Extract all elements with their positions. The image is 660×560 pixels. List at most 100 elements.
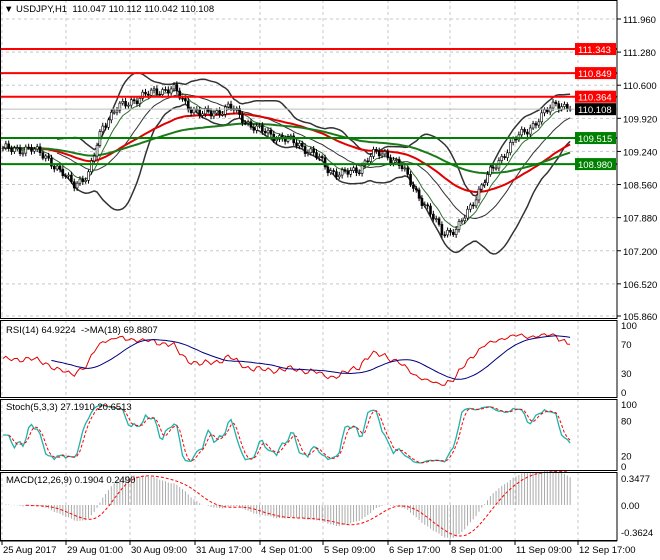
price-tick-label: 109.240 (623, 147, 657, 158)
candle (110, 112, 113, 121)
candle (412, 184, 415, 189)
candle (58, 165, 62, 170)
candle (84, 180, 87, 182)
candle (1, 147, 5, 150)
candle (149, 89, 153, 96)
candle (466, 208, 469, 219)
candle (161, 89, 164, 95)
candle (491, 166, 495, 169)
candle (61, 168, 65, 176)
candle (204, 108, 207, 115)
candle (543, 109, 546, 114)
candle (500, 156, 504, 161)
candle (292, 135, 296, 144)
collapse-triangle-icon[interactable]: ▼ (4, 4, 17, 15)
candle (337, 174, 341, 178)
candle (27, 146, 30, 149)
candle (437, 218, 441, 225)
level-price-tag (575, 90, 616, 103)
candle (340, 169, 344, 176)
candle (64, 175, 67, 177)
candle (406, 167, 410, 175)
candle (95, 145, 99, 157)
time-tick-label: 12 Sep 17:00 (579, 545, 636, 556)
candle (483, 182, 486, 186)
candle (258, 125, 261, 127)
candle (212, 112, 216, 117)
candle (506, 152, 509, 158)
panel-frame (0, 0, 618, 319)
candle (380, 153, 384, 157)
candle (329, 170, 333, 174)
level-price-label: 110.849 (578, 69, 612, 80)
candle (286, 136, 290, 142)
symbol-label: USDJPY,H1 (16, 4, 68, 15)
rsi-axis-label: 30 (621, 369, 632, 380)
candle (283, 138, 287, 142)
candle (246, 121, 250, 124)
candle (90, 160, 93, 173)
price-tick-label: 108.560 (623, 181, 657, 192)
candle (537, 121, 541, 126)
candle (440, 224, 444, 236)
candle (275, 138, 278, 142)
candle (460, 220, 464, 223)
candle (241, 114, 244, 124)
current-price-label: 110.108 (578, 105, 612, 116)
candle (144, 91, 147, 95)
stoch-axis-label: 80 (621, 417, 632, 428)
candle (4, 143, 8, 149)
candle (147, 93, 150, 96)
candle (75, 182, 79, 189)
candle (155, 88, 159, 95)
candle (414, 188, 418, 191)
candle (446, 230, 449, 236)
price-tick-label: 109.920 (623, 114, 657, 125)
macd-axis-label: 0.3477 (621, 474, 650, 485)
candle (320, 156, 324, 159)
level-price-tag (575, 132, 616, 145)
candle (138, 98, 142, 105)
candle (434, 218, 438, 221)
candle (546, 109, 549, 113)
candle (107, 119, 110, 128)
macd-axis-label: 0.00 (621, 501, 640, 512)
candle (78, 178, 82, 184)
bollinger-upper (56, 72, 571, 197)
candle (18, 147, 22, 154)
candle (489, 166, 492, 175)
candle (121, 101, 124, 104)
candle (10, 148, 13, 152)
candle (557, 103, 561, 110)
current-price-tag (575, 103, 616, 116)
candle (243, 122, 247, 125)
candle (152, 88, 156, 91)
candle (30, 147, 33, 152)
time-tick-label: 4 Sep 01:00 (261, 545, 312, 556)
candle (238, 108, 241, 115)
candle (129, 99, 133, 106)
candle (218, 110, 221, 115)
candle (141, 91, 144, 99)
candle (565, 104, 569, 110)
candle (67, 174, 70, 177)
time-tick-label: 11 Sep 09:00 (516, 545, 572, 556)
price-tick-label: 107.880 (623, 214, 657, 225)
candle (523, 129, 526, 133)
candle (528, 127, 532, 135)
candle (226, 103, 230, 108)
ma-red (2, 112, 571, 194)
candle (269, 129, 273, 135)
candle (44, 155, 48, 159)
candle (511, 138, 515, 143)
candle (534, 123, 538, 126)
price-tick-label: 111.280 (623, 48, 656, 59)
candle (229, 103, 233, 109)
candle (503, 156, 506, 158)
candle (449, 230, 452, 233)
candle (394, 159, 398, 161)
stoch-axis-label: 20 (621, 451, 632, 462)
candle (454, 229, 458, 235)
